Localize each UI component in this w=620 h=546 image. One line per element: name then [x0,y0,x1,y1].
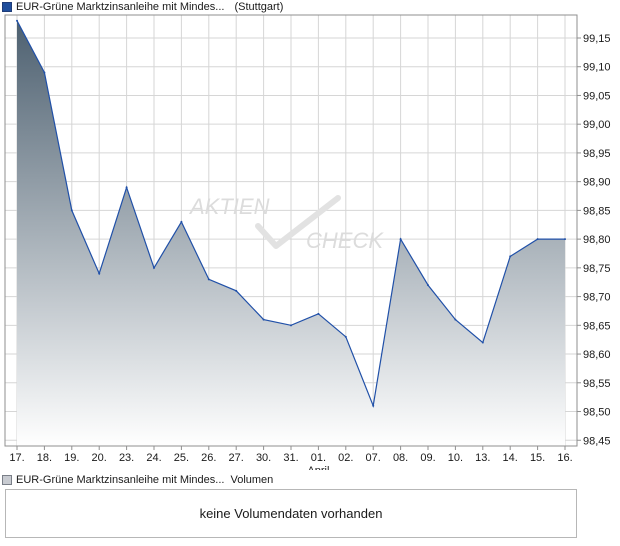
x-tick-label: 10. [448,452,463,464]
x-tick-label: 25. [174,452,189,464]
volume-legend-label: Volumen [230,474,274,486]
watermark-text-1: AKTIEN [188,194,270,219]
volume-panel: keine Volumendaten vorhanden [5,489,577,538]
x-tick-label: 30. [256,452,271,464]
legend-exchange: (Stuttgart) [234,1,284,13]
series-point [16,19,18,22]
x-tick-label: 27. [229,452,244,464]
x-tick-label: 31. [283,452,298,464]
y-tick-label: 98,85 [583,205,611,217]
series-point [564,238,566,241]
chart-legend: EUR-Grüne Marktzinsanleihe mit Mindes...… [2,0,283,14]
series-point [536,238,539,241]
x-tick-label: 15. [530,452,545,464]
series-point [125,186,128,189]
series-point [43,71,46,74]
x-tick-label: 14. [503,452,518,464]
x-tick-label: 02. [338,452,353,464]
x-tick-label: 24. [146,452,161,464]
series-point [427,284,429,287]
x-tick-label: 18. [37,452,52,464]
x-tick-label: 23. [119,452,134,464]
y-tick-label: 98,60 [583,349,611,361]
series-point [262,318,265,321]
series-point [509,255,512,258]
volume-legend-instrument: EUR-Grüne Marktzinsanleihe mit Mindes... [16,474,225,486]
x-tick-label: 08. [393,452,408,464]
no-volume-message: keine Volumendaten vorhanden [199,506,383,521]
y-tick-label: 98,65 [583,320,611,332]
x-tick-label: 07. [366,452,381,464]
watermark-check-icon [255,195,341,249]
x-tick-label: 20. [92,452,107,464]
series-point [344,335,347,338]
x-tick-label: 19. [64,452,79,464]
volume-legend: EUR-Grüne Marktzinsanleihe mit Mindes...… [2,473,273,487]
y-tick-label: 98,95 [583,148,611,160]
series-point [454,318,457,321]
series-point [180,220,183,223]
x-month-label: April [307,465,329,470]
x-tick-label: 01. [311,452,326,464]
series-point [235,289,238,292]
y-tick-label: 98,50 [583,407,611,419]
y-tick-label: 99,00 [583,119,611,131]
series-point [70,209,73,212]
x-tick-label: 13. [475,452,490,464]
x-tick-label: 09. [420,452,435,464]
series-point [290,324,292,327]
series-point [481,341,484,344]
y-tick-label: 98,75 [583,263,611,275]
series-points [16,19,566,407]
series-point [317,312,320,315]
x-tick-label: 26. [201,452,216,464]
series-point [207,278,210,281]
volume-swatch [2,475,12,485]
y-tick-label: 99,15 [583,33,611,45]
watermark-text-2: CHECK [306,228,384,253]
y-tick-label: 98,70 [583,292,611,304]
x-tick-label: 17. [9,452,24,464]
series-point [98,272,101,275]
y-tick-label: 98,55 [583,378,611,390]
y-tick-label: 98,90 [583,177,611,189]
x-tick-label: 16. [557,452,572,464]
y-tick-label: 99,10 [583,62,611,74]
series-swatch [2,2,12,12]
series-point [153,266,155,269]
price-chart: AKTIEN CHECK 99,15 99,10 99,05 99,00 98,95 98… [4,14,611,470]
series-point [372,404,375,407]
legend-instrument: EUR-Grüne Marktzinsanleihe mit Mindes... [16,1,225,13]
y-tick-label: 99,05 [583,90,611,102]
y-tick-label: 98,45 [583,435,611,447]
watermark-logo: AKTIEN CHECK [188,194,384,253]
series-area [17,20,565,446]
price-chart-svg: AKTIEN CHECK 99,15 99,10 99,05 99,00 98,95 98… [4,14,611,470]
series-point [399,238,402,241]
y-tick-label: 98,80 [583,234,611,246]
